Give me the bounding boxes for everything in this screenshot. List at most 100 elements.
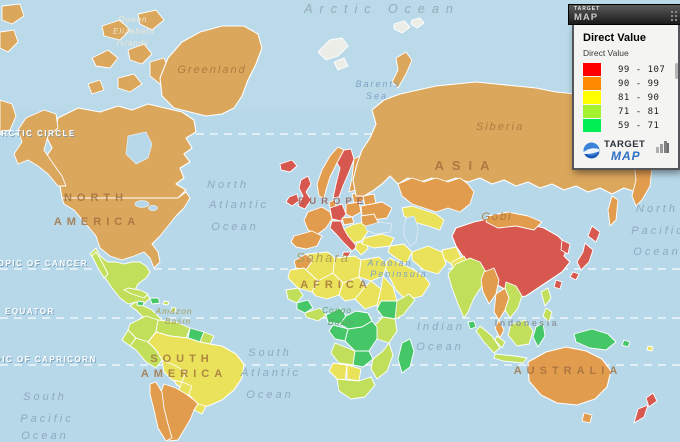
arctic-island-fragment-1[interactable] <box>1 3 25 25</box>
new-guinea[interactable] <box>573 328 617 351</box>
country-sweden[interactable] <box>332 148 355 199</box>
novaya-zemlya[interactable] <box>391 51 413 89</box>
country-syria-iraq[interactable] <box>387 243 413 265</box>
country-south-africa[interactable] <box>336 376 376 400</box>
scrollbar-thumb[interactable] <box>675 63 678 79</box>
new-zealand-north[interactable] <box>645 392 658 408</box>
sulawesi[interactable] <box>532 322 546 348</box>
label-equator-shadow: EQUATOR <box>6 308 56 317</box>
japan-honshu[interactable] <box>576 242 594 271</box>
country-taiwan[interactable] <box>553 279 563 290</box>
svalbard-isle[interactable] <box>333 57 349 71</box>
label-south-america-2: AMERICA <box>141 368 227 380</box>
legend-row: 81 - 90 <box>583 91 672 104</box>
sakhalin[interactable] <box>607 195 619 227</box>
arabian-peninsula-land[interactable] <box>383 257 431 301</box>
country-jamaica[interactable] <box>136 300 145 307</box>
java[interactable] <box>493 353 528 364</box>
label-barents-sea-2: Sea <box>366 91 388 101</box>
arctic-island[interactable] <box>87 79 105 95</box>
country-austria-hungary[interactable] <box>341 216 355 226</box>
legend-row: 59 - 71 <box>583 119 672 132</box>
country-gabon-congo[interactable] <box>328 324 349 342</box>
baja-california[interactable] <box>91 251 109 279</box>
drag-handle-icon[interactable] <box>671 10 673 13</box>
label-south-pacific-3: Ocean <box>21 430 68 442</box>
country-chile[interactable] <box>149 381 173 442</box>
country-zambia[interactable] <box>352 350 374 368</box>
new-zealand-south[interactable] <box>633 404 649 424</box>
country-hispaniola[interactable] <box>149 297 161 305</box>
country-vietnam-laos[interactable] <box>504 281 523 319</box>
arctic-island[interactable] <box>101 19 131 41</box>
country-spain-portugal[interactable] <box>290 230 323 250</box>
country-mozambique[interactable] <box>370 342 394 380</box>
borneo[interactable] <box>507 319 534 347</box>
melanesia-isle[interactable] <box>621 339 631 348</box>
label-sahara: Sahara <box>296 250 350 265</box>
legend-swatch-orange <box>583 77 601 90</box>
country-cuba[interactable] <box>123 287 149 299</box>
country-sri-lanka[interactable] <box>467 320 477 330</box>
country-uruguay[interactable] <box>193 403 207 415</box>
japan-kyushu[interactable] <box>569 271 580 281</box>
chukotka-fragment[interactable] <box>0 99 17 133</box>
svalbard[interactable] <box>317 37 349 61</box>
country-ireland[interactable] <box>285 193 300 207</box>
country-australia[interactable] <box>527 346 612 406</box>
country-uk[interactable] <box>297 175 312 210</box>
franz-josef-land[interactable] <box>393 20 411 34</box>
country-myanmar[interactable] <box>480 267 500 305</box>
country-angola[interactable] <box>330 342 356 366</box>
country-somalia[interactable] <box>394 293 416 320</box>
label-north-pacific-2: Pacific <box>631 225 680 237</box>
franz-josef-isle[interactable] <box>410 17 425 29</box>
country-dr-congo[interactable] <box>344 320 378 352</box>
country-canada[interactable] <box>43 103 197 199</box>
country-usa[interactable] <box>61 191 191 269</box>
tasmania[interactable] <box>581 412 593 424</box>
country-greenland[interactable] <box>159 25 263 117</box>
pacific-isle[interactable] <box>646 345 654 352</box>
west-africa-coast[interactable] <box>304 307 327 322</box>
country-india[interactable] <box>447 257 487 319</box>
arctic-island[interactable] <box>117 73 143 93</box>
philippines-south[interactable] <box>542 307 553 323</box>
arctic-island-fragment-2[interactable] <box>0 29 19 53</box>
mini-logo-map: MAP <box>574 11 599 23</box>
legend-row: 90 - 99 <box>583 77 672 90</box>
brand-text: TARGET MAP <box>604 140 645 162</box>
label-south-pacific-2: Pacific <box>20 413 73 425</box>
country-kazakhstan[interactable] <box>397 177 475 213</box>
label-barents-sea-1: Barents <box>355 79 400 89</box>
country-puerto-rico[interactable] <box>162 300 170 306</box>
country-mongolia[interactable] <box>485 211 543 231</box>
japan-hokkaido[interactable] <box>587 225 601 243</box>
country-guinea[interactable] <box>296 299 314 314</box>
country-iceland[interactable] <box>279 159 298 173</box>
country-madagascar[interactable] <box>397 338 415 374</box>
country-poland[interactable] <box>345 201 362 218</box>
country-senegal[interactable] <box>285 287 304 304</box>
arctic-island[interactable] <box>127 43 153 65</box>
bar-chart-icon[interactable] <box>655 140 670 154</box>
country-malaysia[interactable] <box>494 335 506 349</box>
brand-target: TARGET <box>604 139 646 150</box>
label-south-america-1: SOUTH <box>150 353 214 365</box>
sumatra[interactable] <box>475 325 501 354</box>
lesser-antilles[interactable] <box>170 306 177 313</box>
country-france[interactable] <box>303 206 333 235</box>
targetmap-globe-icon <box>583 142 600 159</box>
country-iran[interactable] <box>411 245 447 275</box>
country-korea[interactable] <box>560 239 571 255</box>
country-alaska-us[interactable] <box>13 109 67 187</box>
targetmap-brand[interactable]: TARGET MAP <box>583 140 672 162</box>
arctic-island[interactable] <box>91 49 119 69</box>
legend-titlebar[interactable]: TARGET MAP <box>568 4 680 25</box>
country-italy[interactable] <box>329 220 358 252</box>
philippines-north[interactable] <box>540 287 552 307</box>
country-peru[interactable] <box>129 337 163 369</box>
arctic-island[interactable] <box>137 9 165 31</box>
